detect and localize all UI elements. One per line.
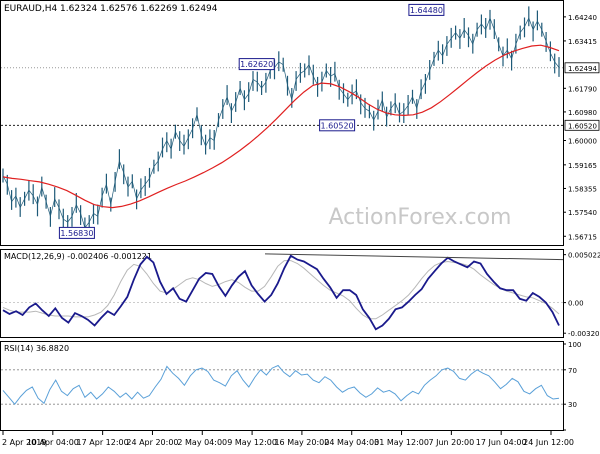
x-tick-label: 17 Apr 12:00 (77, 438, 129, 447)
macd-series: 0.005022 0.00 -0.003208 (1, 252, 600, 338)
price-tick-label: 1.61790 (568, 85, 597, 93)
macd-trendline (264, 253, 564, 261)
x-tick-label: 24 Apr 20:00 (126, 438, 178, 447)
macd-signal-line (2, 260, 560, 320)
x-tick-label: 31 May 12:00 (374, 438, 429, 447)
price-tick-label: 1.60980 (568, 109, 597, 117)
rsi-panel-frame (0, 341, 564, 431)
moving-average-series (2, 44, 560, 209)
rsi-tick-label: 30 (568, 401, 577, 409)
price-annotation-label: 1.56830 (60, 229, 93, 238)
x-tick-label: 24 Jun 12:00 (523, 438, 574, 447)
price-annotation-label: 1.64480 (410, 6, 443, 15)
price-close-line (2, 16, 560, 229)
price-tick-label: 1.64240 (568, 14, 597, 22)
price-tag-box (564, 62, 600, 74)
x-tick-label: 9 May 12:00 (227, 438, 277, 447)
price-tag-box (564, 119, 600, 131)
macd-panel-frame (0, 249, 564, 338)
x-tick-label: 24 May 04:00 (324, 438, 379, 447)
macd-panel-title: MACD(12,26,9) -0.002406 -0.001221 (4, 252, 152, 261)
x-tick-label: 10 Apr 04:00 (27, 438, 79, 447)
x-tick-label: 17 Jun 04:00 (476, 438, 527, 447)
x-tick-label: 16 May 20:00 (274, 438, 329, 447)
x-tick-label: 2 May 04:00 (177, 438, 227, 447)
x-tick-label: 2 Apr 2019 (2, 438, 46, 447)
y-axis-labels: 1.64240 1.63415 1.62494 1.61790 1.60980 1.605… (563, 14, 600, 241)
rsi-series: 100 70 30 (1, 341, 581, 431)
macd-tick-label: -0.003208 (568, 330, 600, 338)
macd-tick-label: 0.005022 (568, 252, 600, 260)
x-tick-label: 7 Jun 20:00 (428, 438, 474, 447)
price-tick-label: 1.62494 (568, 65, 597, 73)
price-tick-label: 1.57540 (568, 209, 597, 217)
moving-average-line (2, 44, 560, 209)
price-tick-label: 1.60000 (568, 138, 597, 146)
price-annotation-label: 1.60520 (321, 121, 354, 130)
price-annotation-box (408, 3, 445, 16)
price-annotations: 1.64480 1.62620 1.60520 1.56830 (58, 3, 445, 239)
price-annotation-label: 1.62620 (240, 60, 273, 69)
watermark: ActionForex.com (329, 205, 512, 230)
price-tick-label: 1.60520 (568, 122, 597, 130)
level-lines (1, 67, 563, 126)
rsi-panel-title: RSI(14) 36.8820 (4, 344, 69, 353)
price-annotation-box (238, 58, 275, 71)
macd-line (2, 254, 560, 331)
price-panel-title: EURAUD,H4 1.62324 1.62576 1.62269 1.6249… (4, 4, 218, 14)
rsi-tick-label: 70 (568, 367, 577, 375)
price-annotation-box (58, 226, 95, 239)
rsi-tick-label: 100 (568, 341, 581, 349)
price-tick-label: 1.58355 (568, 186, 597, 194)
price-annotation-box (319, 119, 356, 132)
price-panel-frame (0, 0, 564, 246)
price-series (2, 6, 560, 238)
price-tick-label: 1.56715 (568, 233, 597, 241)
macd-tick-label: 0.00 (568, 300, 584, 308)
price-tick-label: 1.59165 (568, 162, 597, 170)
price-tick-label: 1.63415 (568, 38, 597, 46)
rsi-line (2, 364, 560, 405)
